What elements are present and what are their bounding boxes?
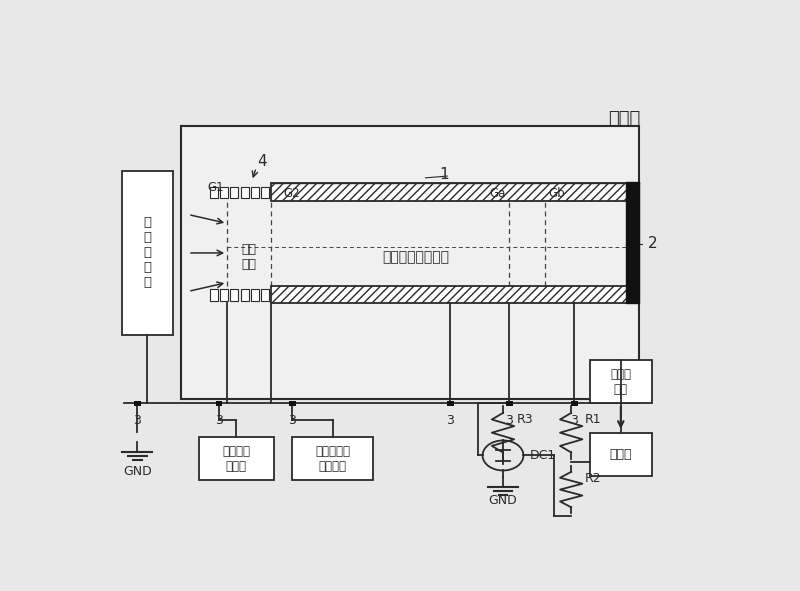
Text: GND: GND xyxy=(123,465,151,478)
Bar xyxy=(210,187,218,199)
Text: 加速
空间: 加速 空间 xyxy=(242,243,256,271)
Bar xyxy=(590,433,652,476)
Bar xyxy=(199,437,274,480)
Bar xyxy=(571,401,578,405)
Text: Gb: Gb xyxy=(548,187,565,200)
Text: R3: R3 xyxy=(517,413,534,426)
Text: 计算机: 计算机 xyxy=(610,448,632,461)
Text: 离子自由运动空间: 离子自由运动空间 xyxy=(382,251,450,265)
Bar xyxy=(447,401,454,405)
Text: Ga: Ga xyxy=(490,187,506,200)
Text: 2: 2 xyxy=(648,236,658,251)
Bar xyxy=(590,360,652,403)
Text: 控制信号
发生器: 控制信号 发生器 xyxy=(222,445,250,473)
Bar xyxy=(270,183,627,200)
Bar xyxy=(220,187,228,199)
Text: 1: 1 xyxy=(439,167,449,181)
Bar xyxy=(134,401,141,405)
Text: GND: GND xyxy=(489,494,518,507)
Text: R2: R2 xyxy=(585,472,602,485)
Text: 3: 3 xyxy=(288,414,296,427)
Bar xyxy=(216,401,222,405)
Text: 3: 3 xyxy=(570,414,578,427)
Bar xyxy=(251,290,259,301)
Bar xyxy=(506,401,513,405)
Bar xyxy=(122,171,173,335)
Text: DC1: DC1 xyxy=(530,449,556,462)
Text: 3: 3 xyxy=(215,414,223,427)
Bar xyxy=(262,187,270,199)
Text: 等
离
子
体
源: 等 离 子 体 源 xyxy=(143,216,151,290)
Bar xyxy=(626,183,639,303)
Bar xyxy=(242,290,250,301)
Text: G2: G2 xyxy=(283,187,299,200)
Text: 数据采
集卡: 数据采 集卡 xyxy=(610,368,631,395)
Text: R1: R1 xyxy=(585,413,602,426)
Bar xyxy=(289,401,296,405)
Bar xyxy=(181,125,639,398)
Bar xyxy=(220,290,228,301)
Bar xyxy=(270,285,627,303)
Bar xyxy=(270,183,627,200)
Bar xyxy=(251,187,259,199)
Bar xyxy=(270,285,627,303)
Text: 真空室: 真空室 xyxy=(608,110,640,128)
Bar xyxy=(262,290,270,301)
Bar xyxy=(230,290,238,301)
Bar xyxy=(292,437,373,480)
Text: 3: 3 xyxy=(506,414,513,427)
Text: G1: G1 xyxy=(207,181,224,194)
Text: 4: 4 xyxy=(258,154,267,170)
Text: 3: 3 xyxy=(446,414,454,427)
Bar xyxy=(242,187,250,199)
Text: 加速电压波
形发生器: 加速电压波 形发生器 xyxy=(315,445,350,473)
Text: 3: 3 xyxy=(134,414,141,427)
Bar xyxy=(230,187,238,199)
Bar xyxy=(210,290,218,301)
